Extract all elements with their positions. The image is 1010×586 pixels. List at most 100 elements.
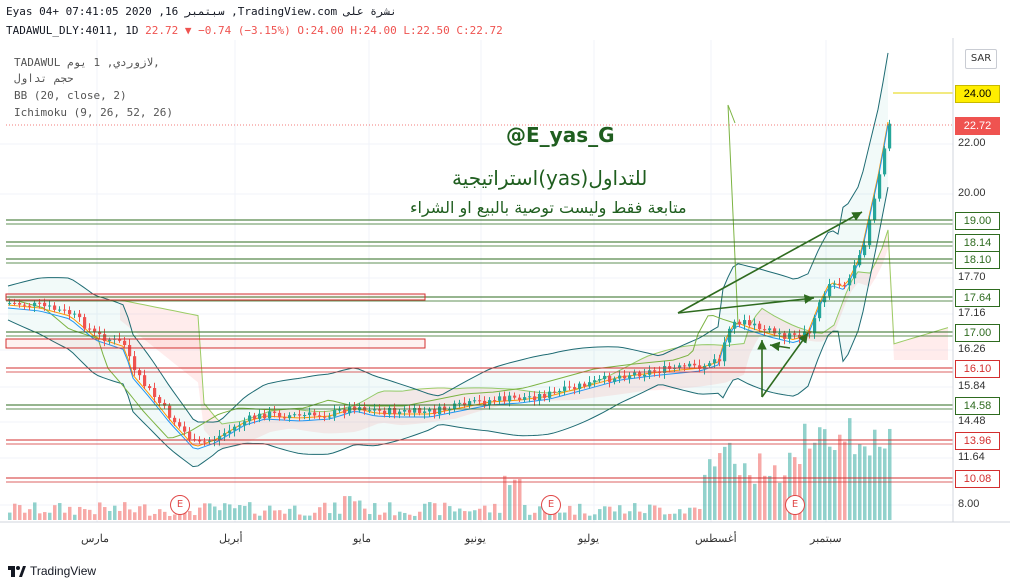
volume-bar xyxy=(348,496,352,520)
legend-symbol[interactable]: TADAWUL لازوردي, 1 يوم, xyxy=(14,56,160,69)
candle-body xyxy=(333,410,337,417)
volume-bar xyxy=(498,512,502,520)
earnings-event-icon[interactable]: E xyxy=(541,495,561,515)
price-level-label[interactable]: 13.96 xyxy=(955,432,1000,450)
legend-volume[interactable]: حجم تداول xyxy=(14,72,74,85)
candle-body xyxy=(793,333,797,335)
volume-bar xyxy=(378,514,382,520)
candle-body xyxy=(368,410,372,412)
candle-body xyxy=(713,359,717,364)
volume-bar xyxy=(113,505,117,520)
volume-bar xyxy=(333,502,337,520)
volume-bar xyxy=(728,442,732,520)
volume-bar xyxy=(473,510,477,520)
legend-ichimoku[interactable]: Ichimoku (9, 26, 52, 26) xyxy=(14,106,173,119)
candle-body xyxy=(138,370,142,376)
earnings-event-icon[interactable]: E xyxy=(785,495,805,515)
resistance-zone[interactable] xyxy=(5,338,426,349)
candle-body xyxy=(373,409,377,411)
candle-body xyxy=(543,394,547,398)
price-level-label[interactable]: 10.08 xyxy=(955,470,1000,488)
price-level-label[interactable]: 14.58 xyxy=(955,397,1000,415)
trend-arrow[interactable] xyxy=(769,341,791,352)
candle-body xyxy=(838,283,842,285)
currency-badge[interactable]: SAR xyxy=(965,49,997,69)
volume-bar xyxy=(268,505,272,520)
candle-body xyxy=(773,328,777,334)
resistance-zone[interactable] xyxy=(5,293,426,301)
volume-bar xyxy=(703,474,707,520)
price-level-label[interactable]: 17.00 xyxy=(955,324,1000,342)
candle-body xyxy=(238,425,242,427)
price-level-label[interactable]: 16.10 xyxy=(955,360,1000,378)
price-level-label[interactable]: 17.64 xyxy=(955,289,1000,307)
volume-bar xyxy=(718,453,722,520)
candle-body xyxy=(548,391,552,398)
candle-body xyxy=(573,387,577,389)
volume-bar xyxy=(53,505,57,520)
price-level-label[interactable]: 19.00 xyxy=(955,212,1000,230)
volume-bar xyxy=(653,505,657,520)
volume-bar xyxy=(678,509,682,520)
price-level-label[interactable]: 18.10 xyxy=(955,251,1000,269)
candle-body xyxy=(823,296,827,303)
candle-body xyxy=(763,329,767,331)
candle-body xyxy=(723,342,727,362)
volume-bar xyxy=(583,513,587,520)
volume-bar xyxy=(368,514,372,520)
down-arrow-icon: ▼ xyxy=(184,24,192,37)
legend-bollinger[interactable]: BB (20, close, 2) xyxy=(14,89,127,102)
volume-bar xyxy=(598,509,602,520)
price-level-label[interactable]: 18.14 xyxy=(955,234,1000,252)
trend-arrow[interactable] xyxy=(677,211,863,314)
last-price: 22.72 xyxy=(145,24,179,37)
symbol-name: TADAWUL_DLY:4011, 1D xyxy=(6,24,139,37)
price-tick-label: 8.00 xyxy=(958,498,980,510)
volume-bar xyxy=(353,501,357,520)
candle-body xyxy=(43,302,47,307)
volume-bar xyxy=(38,513,42,520)
candle-body xyxy=(318,415,322,417)
ichimoku-conversion xyxy=(7,124,889,450)
tradingview-brand[interactable]: TradingView xyxy=(30,564,97,578)
candle-body xyxy=(23,304,27,306)
candle-body xyxy=(683,365,687,367)
volume-bar xyxy=(648,504,652,520)
volume-bar xyxy=(683,513,687,520)
candle-body xyxy=(528,396,532,398)
candle-body xyxy=(383,410,387,415)
volume-bar xyxy=(743,463,747,520)
volume-bar xyxy=(168,515,172,520)
price-level-label[interactable]: 24.00 xyxy=(955,85,1000,103)
earnings-event-icon[interactable]: E xyxy=(170,495,190,515)
volume-bar xyxy=(288,508,292,520)
volume-bar xyxy=(193,515,197,520)
candle-body xyxy=(378,409,382,411)
candle-body xyxy=(93,328,97,332)
volume-bar xyxy=(513,479,517,520)
volume-bar xyxy=(278,510,282,520)
volume-bar xyxy=(388,502,392,520)
candle-body xyxy=(608,375,612,382)
trend-arrow[interactable] xyxy=(761,332,809,398)
tradingview-logo-icon[interactable] xyxy=(8,563,26,577)
trend-arrow[interactable] xyxy=(677,294,815,314)
volume-bar xyxy=(593,514,597,520)
candle-body xyxy=(398,411,402,415)
candle-body xyxy=(623,375,627,379)
volume-bar xyxy=(843,441,847,520)
volume-bar xyxy=(433,503,437,520)
volume-bar xyxy=(738,475,742,520)
candle-body xyxy=(628,375,632,379)
candle-body xyxy=(653,370,657,372)
candle-body xyxy=(343,409,347,414)
candle-body xyxy=(283,417,287,419)
price-level-label[interactable]: 22.72 xyxy=(955,117,1000,135)
volume-bar xyxy=(78,506,82,520)
volume-bar xyxy=(43,512,47,520)
candle-body xyxy=(768,328,772,331)
header-line-1: Eyas 04+ 07:41:05 2020 ,16 سبتمبر ,Tradi… xyxy=(6,5,397,18)
candle-body xyxy=(78,313,82,318)
volume-bar xyxy=(188,510,192,520)
